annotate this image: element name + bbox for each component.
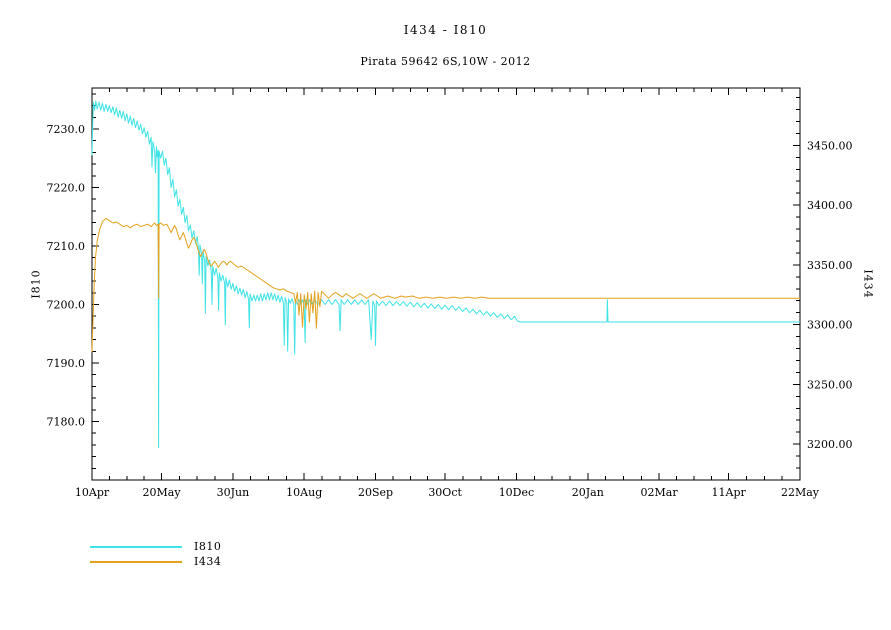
left-tick-label: 7200.0	[47, 298, 86, 311]
x-tick-label: 20Sep	[358, 486, 393, 499]
legend-label-i434: I434	[194, 555, 222, 568]
x-tick-label: 11Apr	[712, 486, 747, 499]
chart-subtitle: Pirata 59642 6S,10W - 2012	[360, 55, 531, 68]
x-tick-label: 02Mar	[641, 486, 679, 499]
right-tick-label: 3350.00	[807, 259, 853, 272]
left-axis-title: I810	[29, 269, 43, 299]
right-tick-label: 3300.00	[807, 319, 853, 332]
left-tick-label: 7190.0	[47, 357, 86, 370]
x-tick-label: 22May	[781, 486, 820, 499]
x-tick-label: 10Aug	[286, 486, 322, 499]
right-tick-label: 3450.00	[807, 139, 853, 152]
right-tick-label: 3250.00	[807, 378, 853, 391]
series-i810	[91, 100, 800, 449]
legend-item-i434: I434	[90, 555, 222, 568]
left-tick-label: 7220.0	[47, 181, 86, 194]
left-tick-label: 7210.0	[47, 240, 86, 253]
left-tick-label: 7180.0	[47, 415, 86, 428]
right-tick-label: 3400.00	[807, 199, 853, 212]
axes-frame	[91, 87, 801, 481]
x-tick-label: 30Oct	[428, 486, 462, 499]
x-tick-label: 10Dec	[499, 486, 535, 499]
x-tick-label: 30Jun	[217, 486, 250, 499]
tick-labels: 10Apr 20May 30Jun 10Aug 20Sep 30Oct 10Dec 20Jan…	[47, 123, 853, 499]
right-tick-label: 3200.00	[807, 438, 853, 451]
legend-swatch-i434	[90, 560, 182, 563]
x-tick-label: 20May	[143, 486, 182, 499]
left-tick-label: 7230.0	[47, 123, 86, 136]
legend-label-i810: I810	[194, 540, 222, 553]
series-i434	[91, 217, 800, 353]
chart-title: I434 - I810	[403, 23, 488, 37]
x-tick-label: 10Apr	[75, 486, 110, 499]
x-tick-label: 20Jan	[572, 486, 604, 499]
legend-swatch-i810	[90, 545, 182, 548]
legend-item-i810: I810	[90, 540, 222, 553]
right-axis-title: I434	[861, 269, 875, 299]
legend: I810 I434	[90, 540, 222, 568]
